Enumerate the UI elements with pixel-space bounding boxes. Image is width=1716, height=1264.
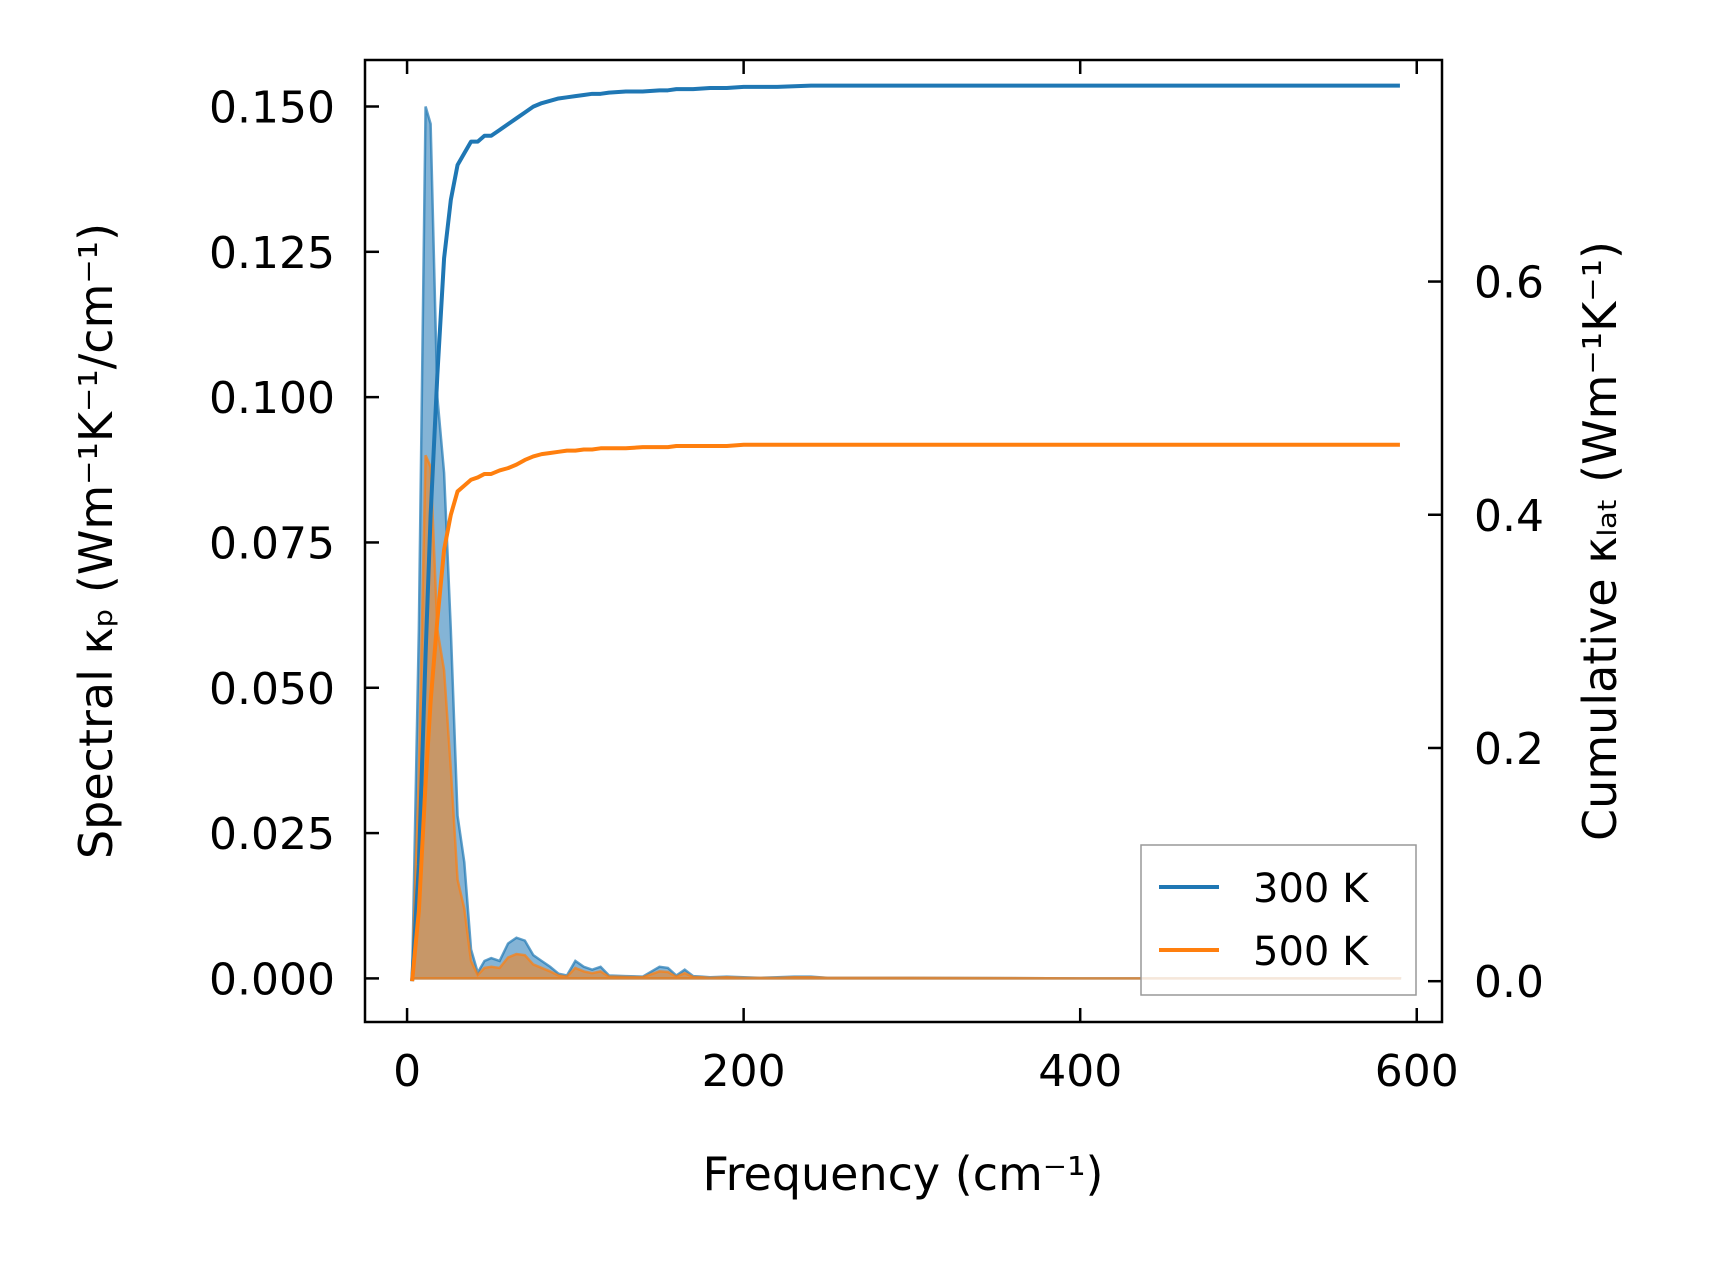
legend: 300 K 500 K bbox=[1140, 844, 1417, 996]
y-left-tick-label-5: 0.125 bbox=[209, 228, 335, 279]
y-right-axis-label: Cumulative κₗₐₜ (Wm⁻¹K⁻¹) bbox=[1573, 241, 1627, 841]
x-tick-label-0: 0 bbox=[393, 1046, 421, 1097]
y-left-tick-label-6: 0.150 bbox=[209, 83, 335, 134]
plot-layer bbox=[410, 83, 1402, 982]
plot-frame bbox=[363, 58, 1444, 1024]
y-left-tick-label-3: 0.075 bbox=[209, 518, 335, 569]
y-left-axis-label: Spectral κₚ (Wm⁻¹K⁻¹/cm⁻¹) bbox=[69, 223, 123, 859]
y-right-tick-label-3: 0.6 bbox=[1474, 258, 1544, 309]
cumulative-line-1 bbox=[410, 442, 1400, 982]
y-left-tick-label-0: 0.000 bbox=[209, 954, 335, 1005]
y-right-tick-label-1: 0.2 bbox=[1474, 724, 1544, 775]
y-left-tick-label-1: 0.025 bbox=[209, 809, 335, 860]
legend-frame bbox=[1140, 844, 1417, 996]
y-right-tick-label-0: 0.0 bbox=[1474, 957, 1544, 1008]
legend-label-500k: 500 K bbox=[1253, 929, 1370, 975]
ticks-layer: 0 200 400 600 0.000 0.025 0.050 0.075 0.100 0.125… bbox=[209, 60, 1544, 1097]
y-right-tick-label-2: 0.4 bbox=[1474, 491, 1544, 542]
x-tick-label-1: 200 bbox=[702, 1046, 786, 1097]
cumulative-line-0 bbox=[410, 83, 1400, 982]
y-left-tick-label-4: 0.100 bbox=[209, 373, 335, 424]
x-tick-label-3: 600 bbox=[1375, 1046, 1459, 1097]
spectral-area-1 bbox=[410, 454, 1402, 980]
x-axis-label: Frequency (cm⁻¹) bbox=[703, 1147, 1104, 1201]
legend-label-300k: 300 K bbox=[1253, 866, 1370, 912]
x-tick-label-2: 400 bbox=[1038, 1046, 1122, 1097]
y-left-tick-label-2: 0.050 bbox=[209, 664, 335, 715]
